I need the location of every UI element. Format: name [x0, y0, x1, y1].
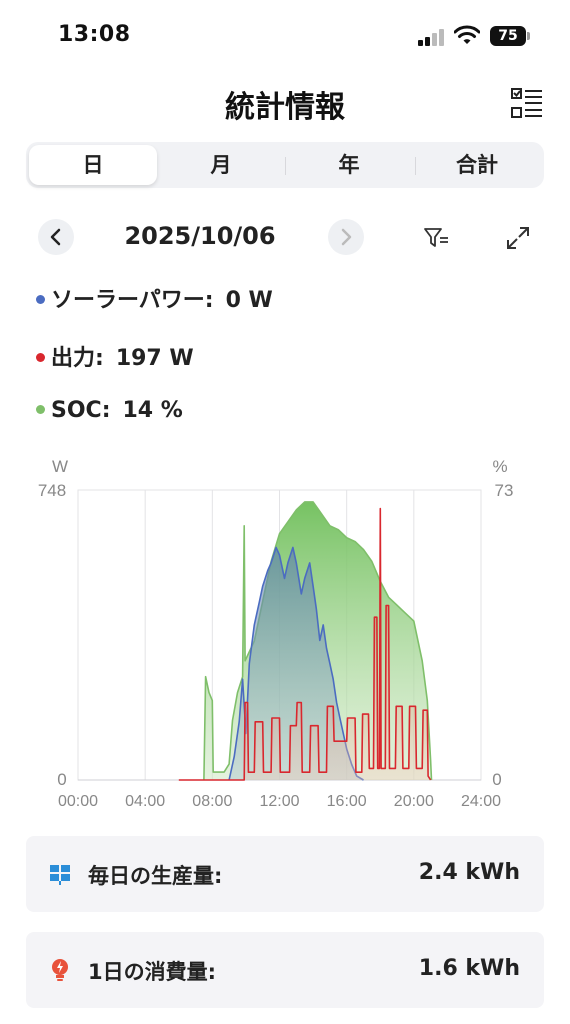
legend-output-value: 197 W: [115, 346, 194, 371]
filter-icon[interactable]: [422, 224, 450, 252]
next-day-button[interactable]: [328, 219, 364, 255]
right-axis-min-label: 0: [492, 770, 501, 789]
daily-consumption-label: 1日の消費量:: [88, 960, 217, 984]
left-axis-min-label: 0: [57, 770, 66, 789]
current-date: 2025/10/06: [124, 222, 276, 250]
daily-production-value: 2.4 kWh: [418, 860, 520, 885]
series-line-2: [178, 507, 432, 781]
solar-dot-icon: [36, 294, 45, 304]
legend-solar-value: 0 W: [225, 288, 273, 313]
wifi-icon: [454, 25, 480, 44]
date-navigation: 2025/10/06: [0, 216, 570, 260]
period-tabs: 日 月 年 合計: [26, 142, 544, 188]
bulb-icon: [52, 959, 68, 981]
status-bar: 13:08 75: [0, 0, 570, 72]
tab-divider: [285, 157, 286, 175]
x-tick-label: 24:00: [461, 793, 501, 810]
status-time: 13:08: [58, 22, 131, 47]
power-chart[interactable]: W % 748 73 0 0 00:00 04:00 08:00 12:00 16:00…: [0, 448, 570, 818]
checklist-icon[interactable]: [510, 86, 544, 120]
legend-soc: SOC: 14 %: [36, 398, 183, 423]
daily-production-label: 毎日の生産量:: [88, 864, 223, 888]
legend-soc-label: SOC:: [51, 398, 111, 423]
left-axis-unit: W: [52, 457, 68, 476]
x-tick-label: 12:00: [259, 793, 299, 810]
page-title: 統計情報: [225, 90, 345, 125]
expand-icon[interactable]: [504, 224, 532, 252]
x-tick-label: 08:00: [192, 793, 232, 810]
x-tick-label: 00:00: [58, 793, 98, 810]
daily-production-card: 毎日の生産量: 2.4 kWh: [26, 836, 544, 912]
cellular-signal-icon: [418, 28, 446, 46]
x-tick-label: 16:00: [327, 793, 367, 810]
page-header: 統計情報: [0, 80, 570, 126]
right-axis-unit: %: [492, 457, 507, 476]
tab-day[interactable]: 日: [29, 145, 157, 185]
x-tick-label: 04:00: [125, 793, 165, 810]
x-tick-label: 20:00: [394, 793, 434, 810]
soc-dot-icon: [36, 404, 45, 414]
series-line-0: [203, 501, 433, 781]
legend-solar: ソーラーパワー: 0 W: [36, 282, 273, 314]
tab-divider: [415, 157, 416, 175]
chevron-right-icon: [341, 228, 352, 246]
legend-solar-label: ソーラーパワー:: [51, 288, 214, 313]
series-line-1: [228, 546, 364, 781]
battery-icon: 75: [490, 26, 530, 46]
legend-output: 出力: 197 W: [36, 340, 194, 372]
tab-month[interactable]: 月: [210, 153, 232, 177]
left-axis-max-label: 748: [38, 481, 66, 500]
daily-consumption-value: 1.6 kWh: [418, 956, 520, 981]
tab-year[interactable]: 年: [338, 153, 360, 177]
legend-soc-value: 14 %: [122, 398, 183, 423]
previous-day-button[interactable]: [38, 219, 74, 255]
output-dot-icon: [36, 352, 45, 362]
legend-output-label: 出力:: [51, 346, 104, 371]
right-axis-max-label: 73: [495, 481, 514, 500]
chevron-left-icon: [50, 228, 61, 246]
daily-consumption-card: 1日の消費量: 1.6 kWh: [26, 932, 544, 1008]
solar-panel-icon: [50, 865, 70, 885]
tab-total[interactable]: 合計: [456, 153, 498, 177]
